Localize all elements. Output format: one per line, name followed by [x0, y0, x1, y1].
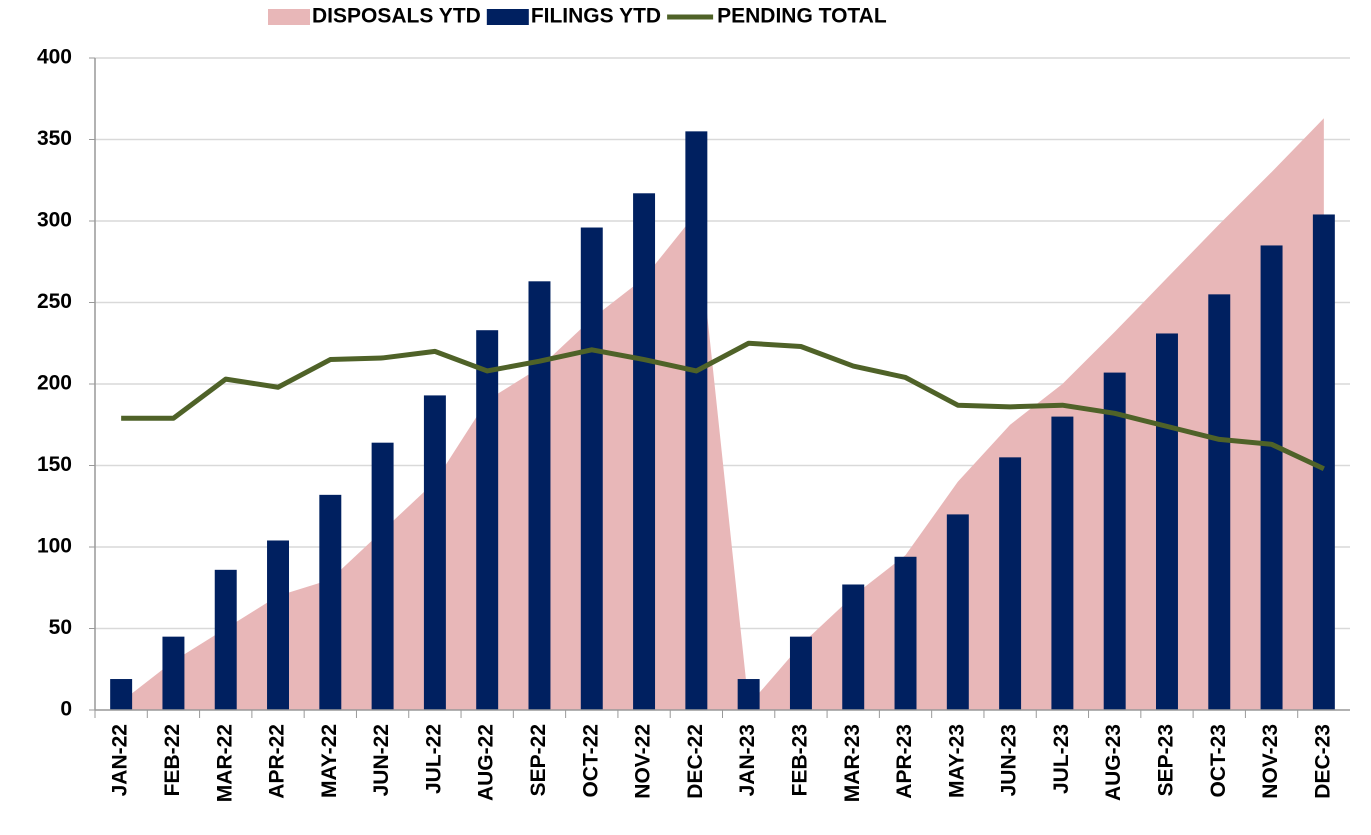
bar	[319, 494, 342, 710]
x-tick-label: FEB-22	[161, 724, 184, 796]
x-tick-label: DEC-22	[684, 724, 707, 799]
legend-swatch	[486, 9, 529, 25]
x-tick-label: SEP-22	[527, 724, 550, 796]
bar	[1208, 294, 1231, 710]
bar	[476, 330, 499, 710]
x-tick-label: SEP-23	[1155, 724, 1178, 796]
y-tick-label: 250	[37, 290, 72, 313]
x-tick-label: MAR-23	[841, 724, 864, 802]
line	[121, 340, 1325, 472]
x-tick-label: APR-22	[266, 724, 289, 799]
bar	[894, 556, 917, 710]
x-tick-label: JAN-23	[736, 724, 759, 796]
bar	[528, 281, 551, 710]
y-tick-label: 300	[37, 209, 72, 232]
bar	[633, 193, 656, 711]
legend: DISPOSALS YTD FILINGS YTD PENDING TOTAL	[268, 5, 887, 28]
y-tick-label: 200	[37, 372, 72, 395]
legend-swatch	[268, 9, 310, 25]
bar	[371, 442, 394, 710]
bar	[737, 679, 760, 710]
bar	[1260, 245, 1283, 710]
y-tick-label: 50	[49, 616, 72, 639]
x-tick-label: APR-23	[893, 724, 916, 799]
bar	[842, 584, 865, 710]
legend-label: FILINGS YTD	[531, 5, 661, 28]
x-tick-label: NOV-23	[1259, 724, 1282, 799]
bar	[580, 227, 603, 710]
bar	[214, 569, 237, 710]
y-tick-label: 150	[37, 453, 72, 476]
bar	[999, 457, 1022, 710]
area	[121, 118, 1324, 710]
x-tick-label: MAY-23	[945, 724, 968, 798]
x-tick-label: JUL-22	[422, 724, 445, 794]
x-tick-label: OCT-23	[1207, 724, 1230, 798]
bar	[1312, 214, 1335, 711]
y-tick-label: 100	[37, 535, 72, 558]
bar	[423, 395, 446, 710]
bar	[110, 679, 133, 710]
bar	[162, 636, 185, 710]
bar	[1155, 333, 1178, 710]
x-tick-label: OCT-22	[579, 724, 602, 798]
y-tick-label: 0	[60, 698, 72, 721]
y-tick-label: 350	[37, 127, 72, 150]
x-tick-label: MAY-22	[318, 724, 341, 798]
x-tick-label: AUG-22	[475, 724, 498, 801]
bar	[1103, 372, 1126, 710]
x-tick-label: NOV-22	[632, 724, 655, 799]
bar	[946, 514, 969, 710]
bar	[685, 131, 708, 711]
x-tick-label: JUN-23	[998, 724, 1021, 796]
y-tick-label: 400	[37, 46, 72, 69]
x-tick-label: FEB-23	[788, 724, 811, 796]
bar	[789, 636, 812, 710]
x-tick-label: MAR-22	[213, 724, 236, 802]
x-tick-label: JUN-22	[370, 724, 393, 796]
legend-label: DISPOSALS YTD	[312, 5, 481, 28]
bar	[267, 540, 290, 710]
x-tick-label: JAN-22	[109, 724, 132, 796]
legend-label: PENDING TOTAL	[717, 5, 887, 28]
x-tick-label: JUL-23	[1050, 724, 1073, 794]
bar	[1051, 416, 1074, 710]
x-tick-label: AUG-23	[1102, 724, 1125, 801]
x-tick-label: DEC-23	[1311, 724, 1334, 799]
